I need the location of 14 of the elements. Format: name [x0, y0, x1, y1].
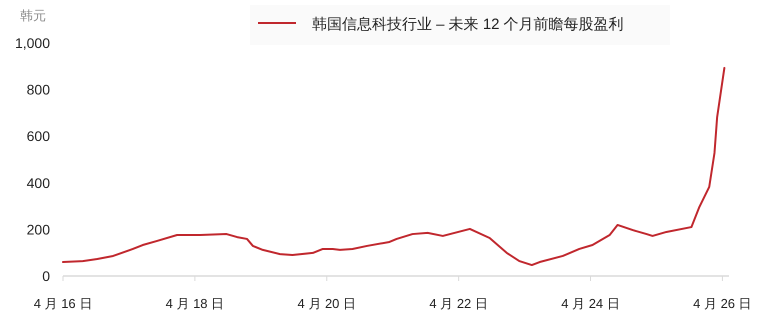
x-tick-label: 4 月 20 日: [297, 296, 356, 311]
y-tick-label: 600: [26, 128, 50, 144]
y-tick-label: 800: [26, 82, 50, 98]
x-tick-label: 4 月 22 日: [429, 296, 488, 311]
y-tick-label: 200: [26, 221, 50, 238]
y-tick-label: 0: [42, 268, 50, 284]
y-axis-title: 韩元: [20, 8, 46, 23]
y-tick-label: 400: [26, 174, 50, 191]
y-tick-label: 1,000: [14, 35, 50, 51]
x-tick-label: 4 月 16 日: [34, 296, 92, 311]
x-tick-label: 4 月 26 日: [693, 296, 752, 311]
x-tick-label: 4 月 18 日: [166, 296, 224, 311]
x-tick-label: 4 月 24 日: [561, 296, 620, 311]
legend-label: 韩国信息科技行业 – 未来 12 个月前瞻每股盈利: [312, 16, 624, 33]
